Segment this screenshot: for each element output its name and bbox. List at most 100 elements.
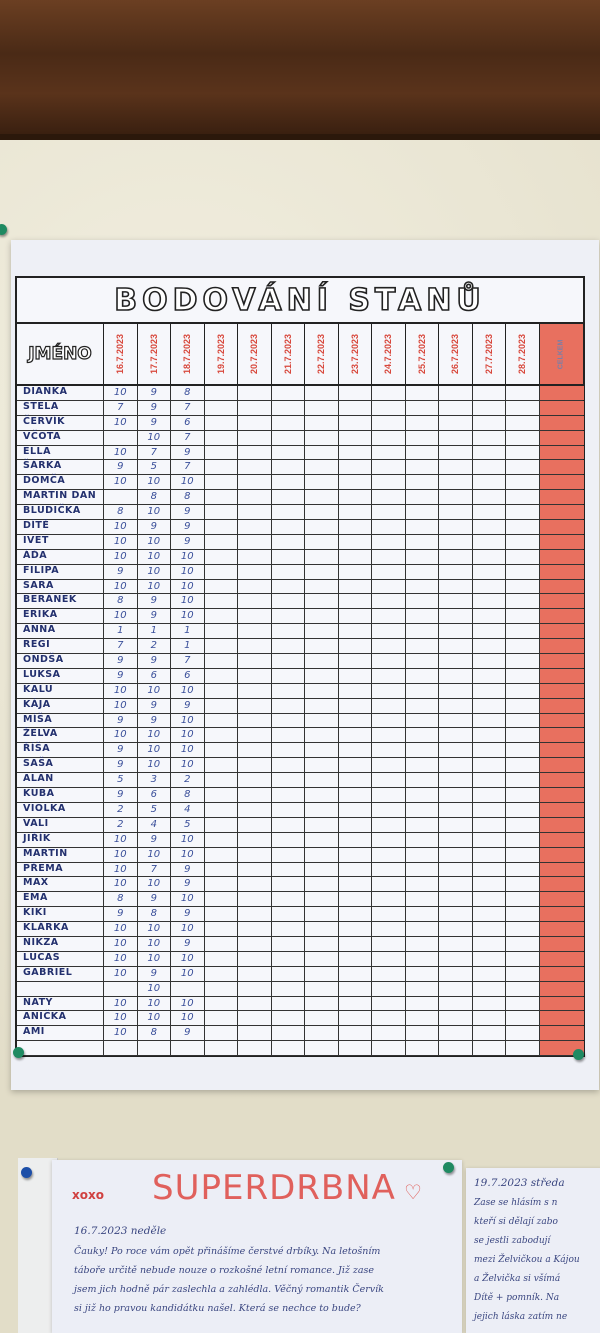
score-cell xyxy=(339,832,372,847)
score-cell xyxy=(272,505,305,520)
score-cell: 9 xyxy=(138,966,171,981)
score-cell xyxy=(305,1026,339,1041)
score-cell xyxy=(272,609,305,624)
table-row: MARTIN DAN 8 8 xyxy=(17,490,584,506)
score-cell xyxy=(439,758,473,773)
score-cell xyxy=(473,386,506,400)
score-cell xyxy=(439,966,473,981)
total-cell xyxy=(539,534,584,549)
player-name xyxy=(17,981,104,996)
table-row: MÍŠA 9 9 10 xyxy=(17,713,584,729)
score-cell: 6 xyxy=(138,668,171,683)
score-cell xyxy=(205,609,238,624)
score-cell xyxy=(205,743,238,758)
score-cell xyxy=(238,654,272,668)
score-cell xyxy=(272,594,305,609)
score-cell xyxy=(439,400,473,415)
table-row xyxy=(17,1041,584,1057)
score-cell xyxy=(104,430,138,445)
score-cell xyxy=(473,862,506,877)
score-cell xyxy=(372,490,406,505)
score-cell xyxy=(406,981,439,996)
score-cell xyxy=(339,1041,372,1056)
score-cell xyxy=(406,847,439,862)
score-cell: 9 xyxy=(138,609,171,624)
score-cell xyxy=(305,788,339,802)
score-cell xyxy=(205,996,238,1011)
score-cell xyxy=(339,1011,372,1026)
total-cell xyxy=(539,802,584,817)
score-cell xyxy=(473,579,506,594)
score-cell xyxy=(439,549,473,564)
score-cell xyxy=(406,698,439,713)
score-cell: 10 xyxy=(104,966,138,981)
score-cell xyxy=(372,609,406,624)
score-cell xyxy=(339,996,372,1011)
score-cell xyxy=(238,996,272,1011)
score-cell: 10 xyxy=(104,951,138,966)
score-cell xyxy=(305,639,339,654)
note-body: Zase se hlásím s n kteří si dělají zabo se… xyxy=(474,1194,580,1327)
score-cell xyxy=(272,922,305,936)
score-cell xyxy=(406,1041,439,1056)
score-cell xyxy=(205,475,238,490)
score-cell xyxy=(339,579,372,594)
score-cell xyxy=(205,639,238,654)
score-cell: 10 xyxy=(104,609,138,624)
score-cell xyxy=(205,415,238,430)
total-cell xyxy=(539,430,584,445)
score-cell xyxy=(372,728,406,743)
score-cell xyxy=(339,624,372,639)
score-cell xyxy=(473,400,506,415)
score-cell: 10 xyxy=(104,877,138,892)
score-cell xyxy=(372,430,406,445)
score-cell xyxy=(406,743,439,758)
player-name: BERÁNEK xyxy=(17,594,104,609)
note-line: si již ho pravou kandidátku našel. Která… xyxy=(74,1303,361,1314)
score-cell xyxy=(238,758,272,773)
score-cell xyxy=(372,817,406,832)
score-cell: 9 xyxy=(171,907,205,922)
score-cell xyxy=(372,445,406,460)
score-cell: 10 xyxy=(171,579,205,594)
table-row: ANNA 1 1 1 xyxy=(17,624,584,640)
score-cell: 10 xyxy=(138,981,171,996)
score-cell xyxy=(372,579,406,594)
score-cell xyxy=(272,683,305,698)
score-cell: 10 xyxy=(104,698,138,713)
player-name xyxy=(17,1041,104,1056)
table-row: ŘÍŠA 9 10 10 xyxy=(17,743,584,759)
total-cell xyxy=(539,847,584,862)
score-cell xyxy=(238,683,272,698)
score-cell xyxy=(305,624,339,639)
score-cell xyxy=(272,430,305,445)
score-cell xyxy=(305,832,339,847)
score-cell xyxy=(305,609,339,624)
score-cell xyxy=(238,505,272,520)
score-cell xyxy=(238,490,272,505)
score-cell xyxy=(272,624,305,639)
score-cell xyxy=(305,713,339,728)
table-row: 10 xyxy=(17,981,584,997)
score-cell xyxy=(305,802,339,817)
score-cell: 9 xyxy=(171,520,205,534)
score-cell xyxy=(372,683,406,698)
score-cell xyxy=(205,922,238,936)
score-cell: 9 xyxy=(171,445,205,460)
score-cell xyxy=(104,1041,138,1056)
note-line: se jestli zabodují xyxy=(474,1236,551,1246)
total-cell xyxy=(539,460,584,475)
score-cell: 6 xyxy=(171,668,205,683)
score-cell xyxy=(473,743,506,758)
score-cell xyxy=(439,654,473,668)
score-cell: 9 xyxy=(138,594,171,609)
player-name: ČERVÍK xyxy=(17,415,104,430)
score-cell xyxy=(406,907,439,922)
score-cell xyxy=(238,862,272,877)
total-cell xyxy=(539,698,584,713)
score-cell: 10 xyxy=(104,475,138,490)
score-cell xyxy=(372,460,406,475)
score-cell xyxy=(238,981,272,996)
score-cell: 10 xyxy=(138,758,171,773)
score-cell xyxy=(506,832,540,847)
